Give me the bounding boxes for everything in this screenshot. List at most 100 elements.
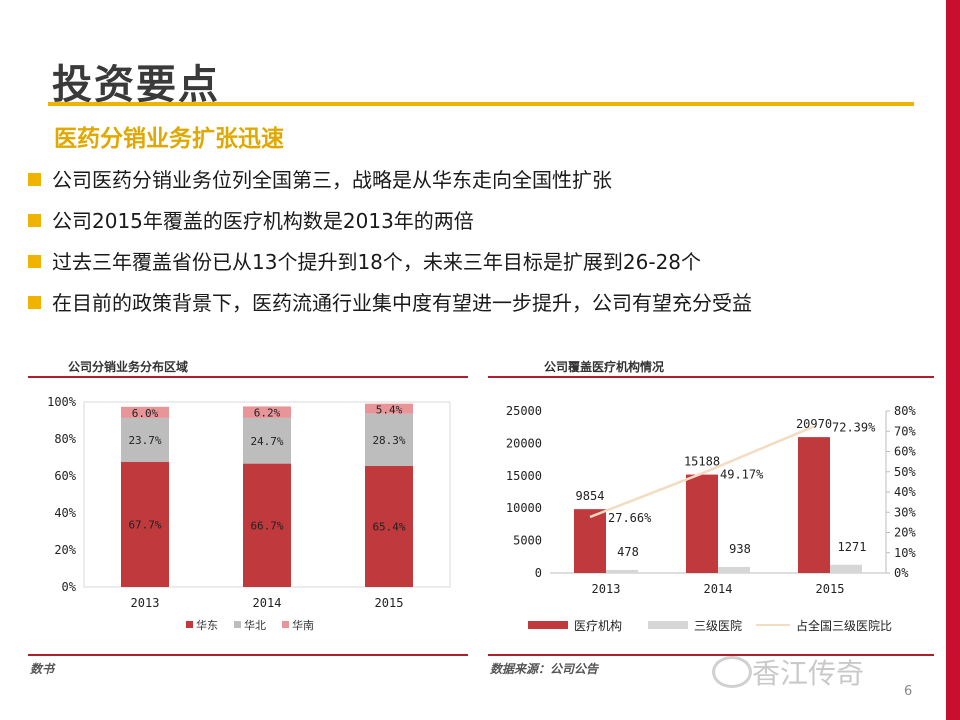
legend-label: 医疗机构	[574, 618, 622, 633]
slide-title: 投资要点	[52, 62, 220, 108]
y2-tick-label: 20%	[894, 526, 916, 540]
data-label: 24.7%	[250, 435, 283, 448]
edge-red-bar	[946, 0, 960, 720]
data-label: 9854	[576, 489, 605, 503]
legend-label: 华南	[292, 618, 314, 632]
legend-label: 占全国三级医院比	[796, 618, 892, 633]
stacked-bar-segment	[365, 466, 413, 587]
y-tick-label: 0%	[62, 580, 77, 594]
stacked-bar-segment	[121, 461, 169, 587]
y2-tick-label: 30%	[894, 505, 916, 519]
y-tick-label: 80%	[54, 432, 76, 446]
data-label: 1271	[838, 540, 867, 554]
stacked-bar-segment	[365, 403, 413, 414]
panel-bottom-rule	[488, 654, 934, 656]
y-tick-label: 25000	[506, 404, 542, 418]
y2-tick-label: 40%	[894, 485, 916, 499]
legend-swatch	[648, 621, 688, 629]
y-tick-label: 40%	[54, 506, 76, 520]
y-tick-label: 20%	[54, 543, 76, 557]
chart-source-left: 数书	[30, 662, 55, 676]
y-tick-label: 15000	[506, 469, 542, 483]
y-tick-label: 10000	[506, 501, 542, 515]
chart-title-left: 公司分销业务分布区域	[68, 360, 189, 374]
data-label: 20970	[796, 417, 832, 431]
bullet-item: 过去三年覆盖省份已从13个提升到18个，未来三年目标是扩展到26-28个	[28, 242, 752, 283]
y2-tick-label: 10%	[894, 546, 916, 560]
legend-label: 三级医院	[694, 619, 742, 633]
percentage-line	[589, 425, 815, 519]
x-tick-label: 2014	[253, 596, 282, 610]
stacked-bar-segment	[243, 406, 291, 418]
bar	[718, 566, 750, 573]
bar	[686, 474, 718, 573]
title-rule	[48, 102, 914, 106]
bullet-square-icon	[28, 296, 41, 309]
legend-label: 华东	[196, 618, 218, 632]
y2-tick-label: 50%	[894, 465, 916, 479]
bullet-text: 公司医药分销业务位列全国第三，战略是从华东走向全国性扩张	[52, 168, 612, 192]
data-label: 15188	[684, 455, 720, 469]
y-tick-label: 60%	[54, 469, 76, 483]
chart-title-right: 公司覆盖医疗机构情况	[544, 360, 665, 374]
watermark: 香江传奇	[752, 657, 865, 690]
bullet-item: 公司2015年覆盖的医疗机构数是2013年的两倍	[28, 201, 752, 242]
chart-source-right: 数据来源：公司公告	[490, 662, 599, 676]
bullet-square-icon	[28, 255, 41, 268]
bullet-text: 公司2015年覆盖的医疗机构数是2013年的两倍	[52, 209, 474, 233]
stacked-bar-segment	[365, 413, 413, 467]
page-number: 6	[904, 684, 913, 699]
data-label: 65.4%	[372, 521, 405, 534]
legend-swatch	[234, 621, 241, 628]
data-label: 67.7%	[128, 518, 161, 531]
y2-tick-label: 60%	[894, 445, 916, 459]
data-label: 6.0%	[132, 407, 159, 420]
data-label: 478	[617, 545, 639, 559]
line-data-label: 49.17%	[720, 467, 764, 481]
panel-top-rule	[488, 376, 934, 378]
bullet-item: 公司医药分销业务位列全国第三，战略是从华东走向全国性扩张	[28, 160, 752, 201]
bar	[574, 509, 606, 573]
data-label: 28.3%	[372, 434, 405, 447]
region-stacked-bar-chart: 0% 20% 40% 60% 80% 100% 67.7% 23.7% 6.0% 2013 66.7…	[47, 395, 451, 632]
bar	[798, 437, 830, 573]
y-tick-label: 20000	[506, 436, 542, 450]
wechat-icon	[712, 656, 752, 688]
data-label: 938	[729, 542, 751, 556]
y2-tick-label: 80%	[894, 404, 916, 418]
x-tick-label: 2013	[592, 582, 621, 596]
y-tick-label: 100%	[47, 395, 77, 409]
bullet-square-icon	[28, 214, 41, 227]
y-tick-label: 5000	[513, 534, 542, 548]
stacked-bar-segment	[243, 463, 291, 587]
legend-swatch	[528, 621, 568, 629]
legend-swatch	[186, 621, 193, 628]
y-tick-label: 0	[535, 566, 542, 580]
x-tick-label: 2015	[375, 596, 404, 610]
bullet-text: 在目前的政策背景下，医药流通行业集中度有望进一步提升，公司有望充分受益	[52, 291, 752, 315]
bullet-item: 在目前的政策背景下，医药流通行业集中度有望进一步提升，公司有望充分受益	[28, 283, 752, 324]
legend-label: 华北	[244, 618, 266, 632]
y2-tick-label: 70%	[894, 424, 916, 438]
slide-subtitle: 医药分销业务扩张迅速	[54, 126, 284, 152]
bar	[830, 564, 862, 573]
panel-top-rule	[28, 376, 468, 378]
x-tick-label: 2014	[704, 582, 733, 596]
x-tick-label: 2015	[816, 582, 845, 596]
stacked-bar-segment	[121, 406, 169, 418]
bullet-square-icon	[28, 173, 41, 186]
line-data-label: 27.66%	[608, 511, 652, 525]
line-data-label: 72.39%	[832, 420, 876, 434]
stacked-bar-segment	[121, 417, 169, 462]
data-label: 66.7%	[250, 519, 283, 532]
institutions-combo-chart: 0 5000 10000 15000 20000 25000 0% 10% 20% 30% 40% 5…	[506, 404, 917, 633]
data-label: 23.7%	[128, 434, 161, 447]
data-label: 5.4%	[376, 404, 403, 417]
panel-bottom-rule	[28, 654, 468, 656]
legend-swatch	[282, 621, 289, 628]
y2-tick-label: 0%	[894, 566, 909, 580]
bullet-text: 过去三年覆盖省份已从13个提升到18个，未来三年目标是扩展到26-28个	[52, 250, 702, 274]
stacked-bar-segment	[243, 417, 291, 464]
data-label: 6.2%	[254, 406, 281, 419]
bullet-list: 公司医药分销业务位列全国第三，战略是从华东走向全国性扩张 公司2015年覆盖的医…	[28, 160, 752, 324]
